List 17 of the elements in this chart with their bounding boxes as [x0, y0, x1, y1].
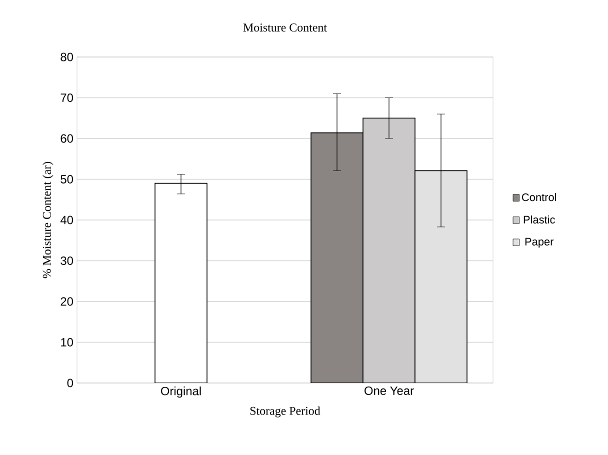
y-tick-label: 20 — [60, 297, 74, 306]
y-tick-label: 30 — [60, 256, 74, 265]
legend-label: Plastic — [524, 215, 555, 224]
x-tick-label: One Year — [364, 386, 414, 395]
y-tick-label: 80 — [60, 52, 74, 62]
legend-label: Control — [522, 193, 556, 202]
chart-title: Moisture Content — [243, 24, 327, 32]
y-tick-label: 10 — [61, 338, 74, 346]
x-tick-label: Original — [160, 386, 201, 398]
y-tick-label: 70 — [60, 94, 74, 102]
legend-label: Paper — [525, 238, 554, 248]
x-axis-title: Storage Period — [250, 406, 320, 418]
y-tick-label: 0 — [67, 378, 74, 388]
y-tick-label: 40 — [60, 216, 74, 224]
y-axis-title: % Moisture Content (ar) — [42, 162, 54, 278]
y-tick-label: 60 — [60, 134, 74, 143]
y-tick-label: 50 — [60, 175, 74, 184]
